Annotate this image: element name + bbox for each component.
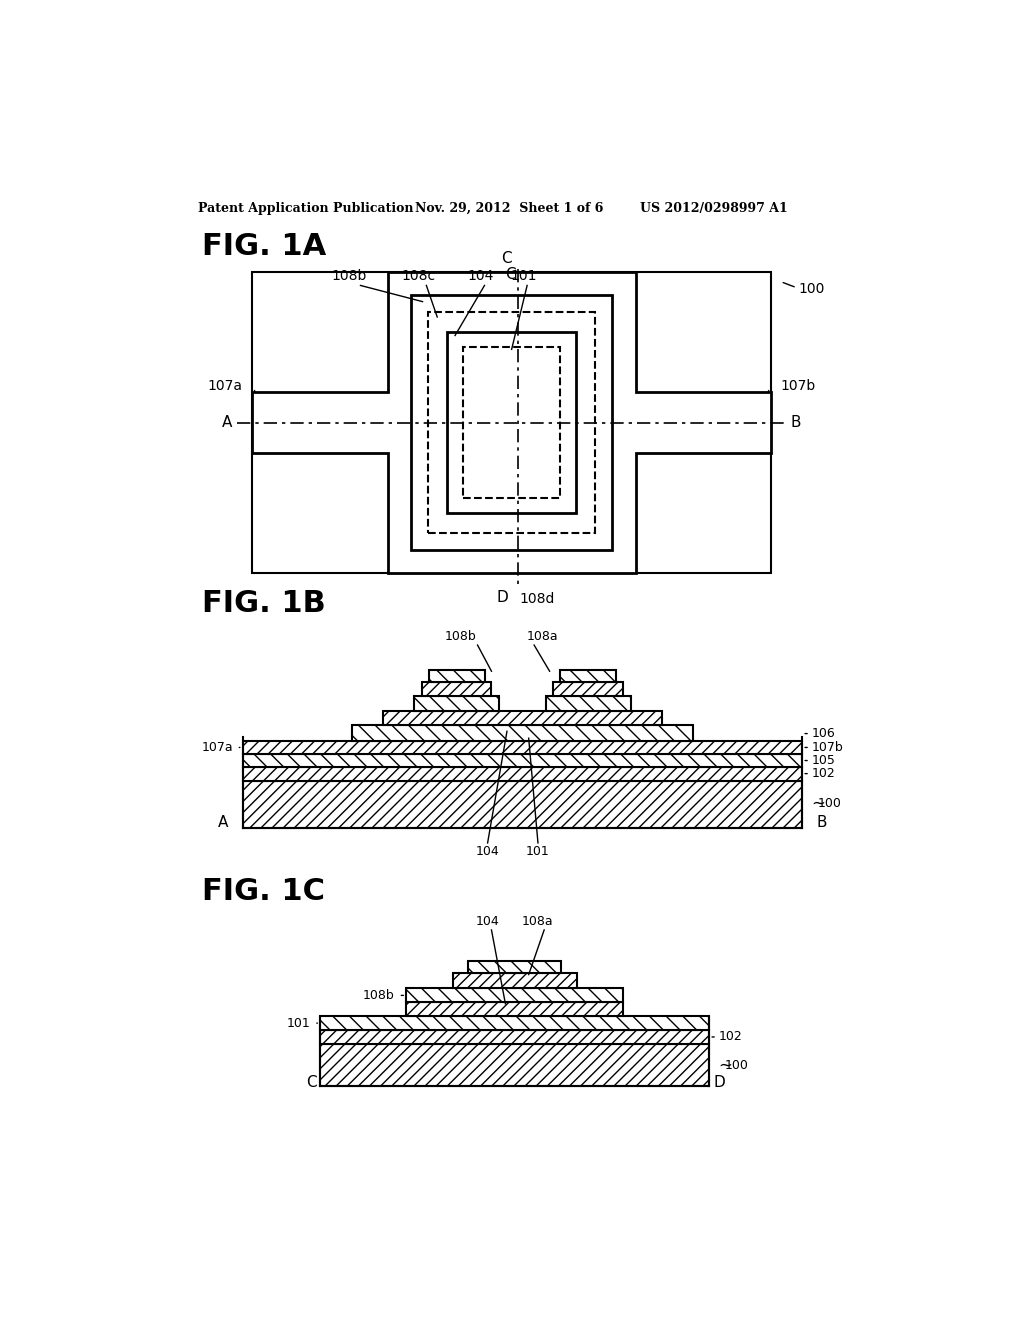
Bar: [411, 296, 612, 549]
Bar: [243, 741, 802, 755]
Text: A: A: [218, 814, 228, 830]
Bar: [243, 767, 802, 780]
Polygon shape: [252, 272, 771, 573]
Text: 104: 104: [476, 915, 500, 928]
Bar: [422, 682, 492, 696]
Text: 107b: 107b: [812, 741, 844, 754]
Bar: [453, 973, 577, 989]
Text: 101: 101: [287, 1016, 311, 1030]
Bar: [252, 272, 771, 573]
Bar: [407, 989, 624, 1002]
Text: C: C: [306, 1074, 316, 1090]
Text: 108a: 108a: [522, 915, 554, 928]
Text: 108d: 108d: [519, 591, 555, 606]
Bar: [560, 669, 616, 682]
Bar: [429, 669, 484, 682]
Text: 108b: 108b: [444, 631, 476, 644]
Text: B: B: [791, 414, 801, 430]
Text: 107a: 107a: [208, 379, 243, 393]
Text: 101: 101: [510, 269, 537, 284]
Bar: [321, 1030, 710, 1044]
Text: D: D: [713, 1074, 725, 1090]
Text: 104: 104: [476, 845, 500, 858]
Text: 108b: 108b: [331, 269, 367, 284]
Text: Patent Application Publication: Patent Application Publication: [198, 202, 414, 215]
Text: Nov. 29, 2012  Sheet 1 of 6: Nov. 29, 2012 Sheet 1 of 6: [415, 202, 603, 215]
Text: B: B: [816, 814, 826, 830]
Text: FIG. 1A: FIG. 1A: [202, 232, 326, 261]
Bar: [352, 725, 693, 741]
Bar: [468, 961, 561, 973]
Bar: [321, 1044, 710, 1086]
Bar: [447, 331, 575, 513]
Bar: [463, 347, 560, 498]
Text: 108c: 108c: [401, 269, 435, 284]
Text: 104: 104: [467, 269, 494, 284]
Text: ~: ~: [719, 1056, 732, 1074]
Bar: [546, 696, 631, 711]
Text: 106: 106: [812, 727, 836, 741]
Text: US 2012/0298997 A1: US 2012/0298997 A1: [640, 202, 787, 215]
Bar: [554, 682, 624, 696]
Text: FIG. 1B: FIG. 1B: [202, 589, 326, 618]
Bar: [414, 696, 500, 711]
Bar: [428, 313, 595, 533]
Text: 100: 100: [725, 1059, 749, 1072]
Text: 107a: 107a: [202, 741, 233, 754]
Text: 101: 101: [526, 845, 550, 858]
Text: FIG. 1C: FIG. 1C: [202, 876, 325, 906]
Bar: [383, 711, 662, 725]
Text: 102: 102: [812, 767, 836, 780]
Bar: [407, 1002, 624, 1016]
Text: 108a: 108a: [526, 631, 558, 644]
Bar: [243, 780, 802, 829]
Bar: [321, 1016, 710, 1030]
Text: 100: 100: [818, 797, 842, 810]
Text: D: D: [497, 590, 508, 605]
Text: 107b: 107b: [780, 379, 816, 393]
Text: ~: ~: [812, 795, 825, 813]
Text: C: C: [501, 251, 512, 267]
Text: A: A: [222, 414, 232, 430]
Bar: [243, 755, 802, 767]
Text: 100: 100: [799, 282, 824, 296]
Text: 102: 102: [719, 1031, 742, 1044]
Text: 105: 105: [812, 754, 836, 767]
Text: C: C: [505, 267, 515, 281]
Text: 108b: 108b: [362, 989, 394, 1002]
